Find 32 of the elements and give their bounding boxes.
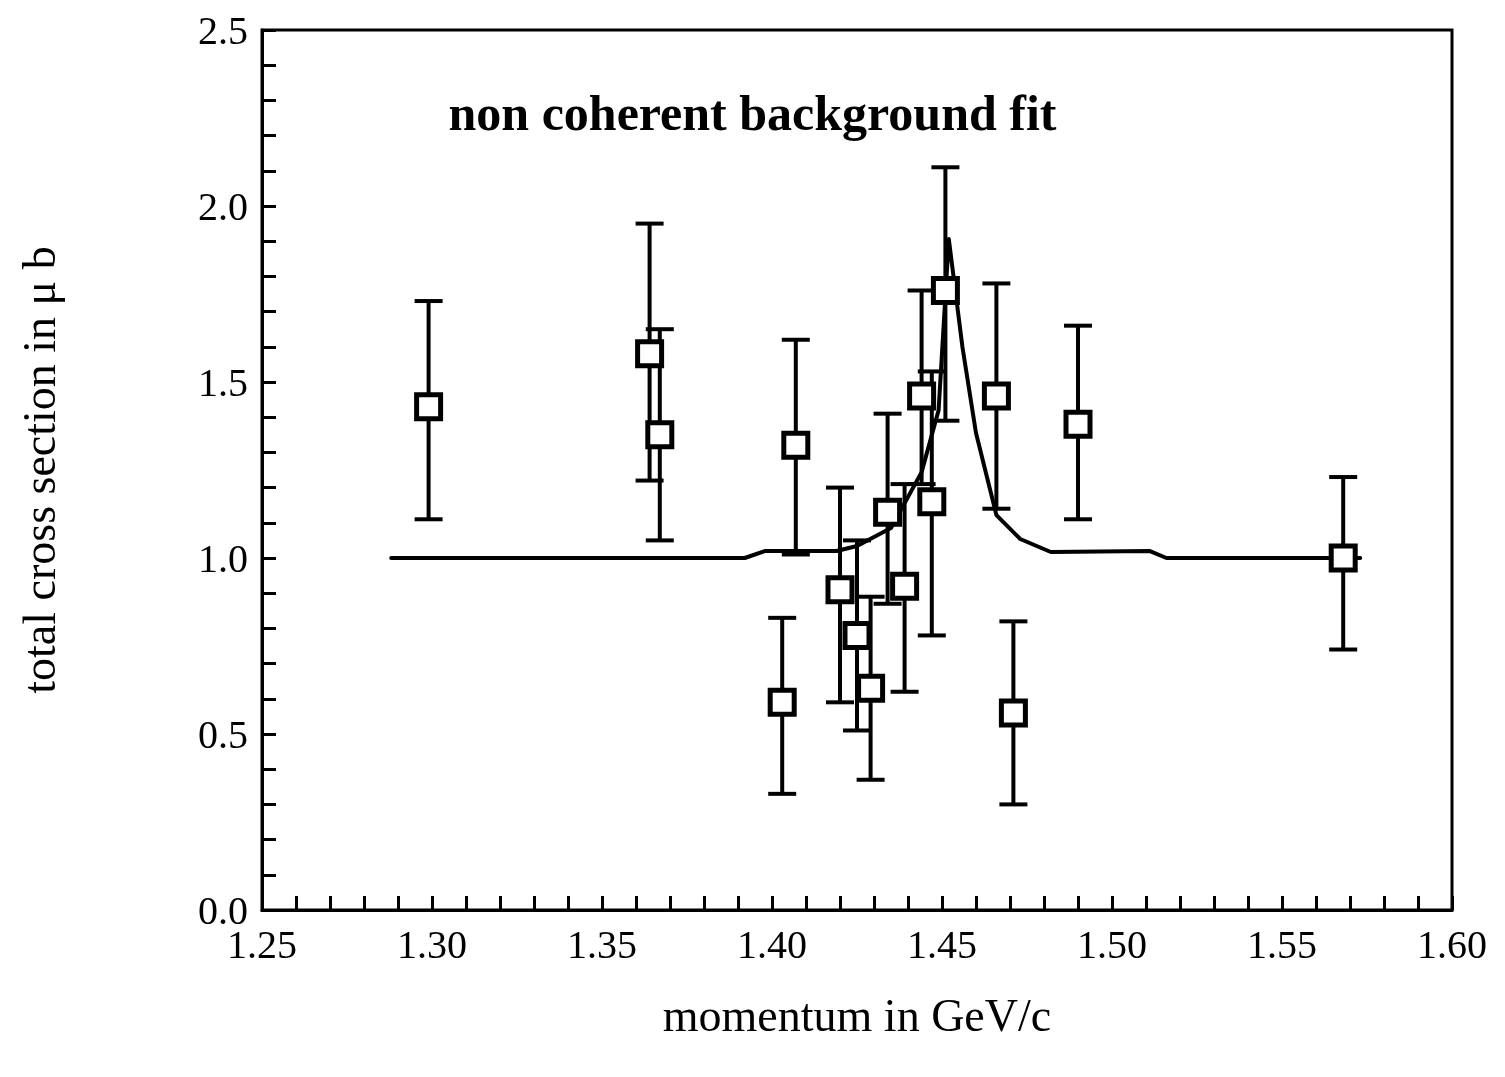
point: [781, 430, 811, 460]
y-tick-label: 2.0: [198, 183, 248, 229]
point: [907, 381, 937, 411]
point: [645, 420, 675, 450]
x-tick-label: 1.30: [397, 921, 467, 967]
point: [873, 497, 903, 527]
y-tick-label: 2.5: [198, 7, 248, 53]
point: [1328, 543, 1358, 573]
point: [917, 487, 947, 517]
x-tick-label: 1.45: [907, 921, 977, 967]
point: [842, 620, 872, 650]
point: [930, 275, 960, 305]
text: non coherent background fit: [448, 85, 1057, 141]
x-tick-label: 1.55: [1247, 921, 1317, 967]
y-axis-title: total cross section in μ b: [13, 246, 65, 694]
point: [981, 381, 1011, 411]
point: [998, 698, 1028, 728]
y-tick-label: 1.0: [198, 535, 248, 581]
x-tick-label: 1.60: [1417, 921, 1487, 967]
point: [1063, 409, 1093, 439]
y-tick-label: 0.5: [198, 711, 248, 757]
x-axis-title: momentum in GeV/c: [662, 989, 1052, 1041]
point: [635, 339, 665, 369]
point: [890, 571, 920, 601]
point: [856, 673, 886, 703]
x-tick-label: 1.50: [1077, 921, 1147, 967]
point: [825, 575, 855, 605]
x-tick-label: 1.40: [737, 921, 807, 967]
y-tick-label: 1.5: [198, 359, 248, 405]
x-tick-label: 1.35: [567, 921, 637, 967]
point: [414, 392, 444, 422]
point: [767, 687, 797, 717]
